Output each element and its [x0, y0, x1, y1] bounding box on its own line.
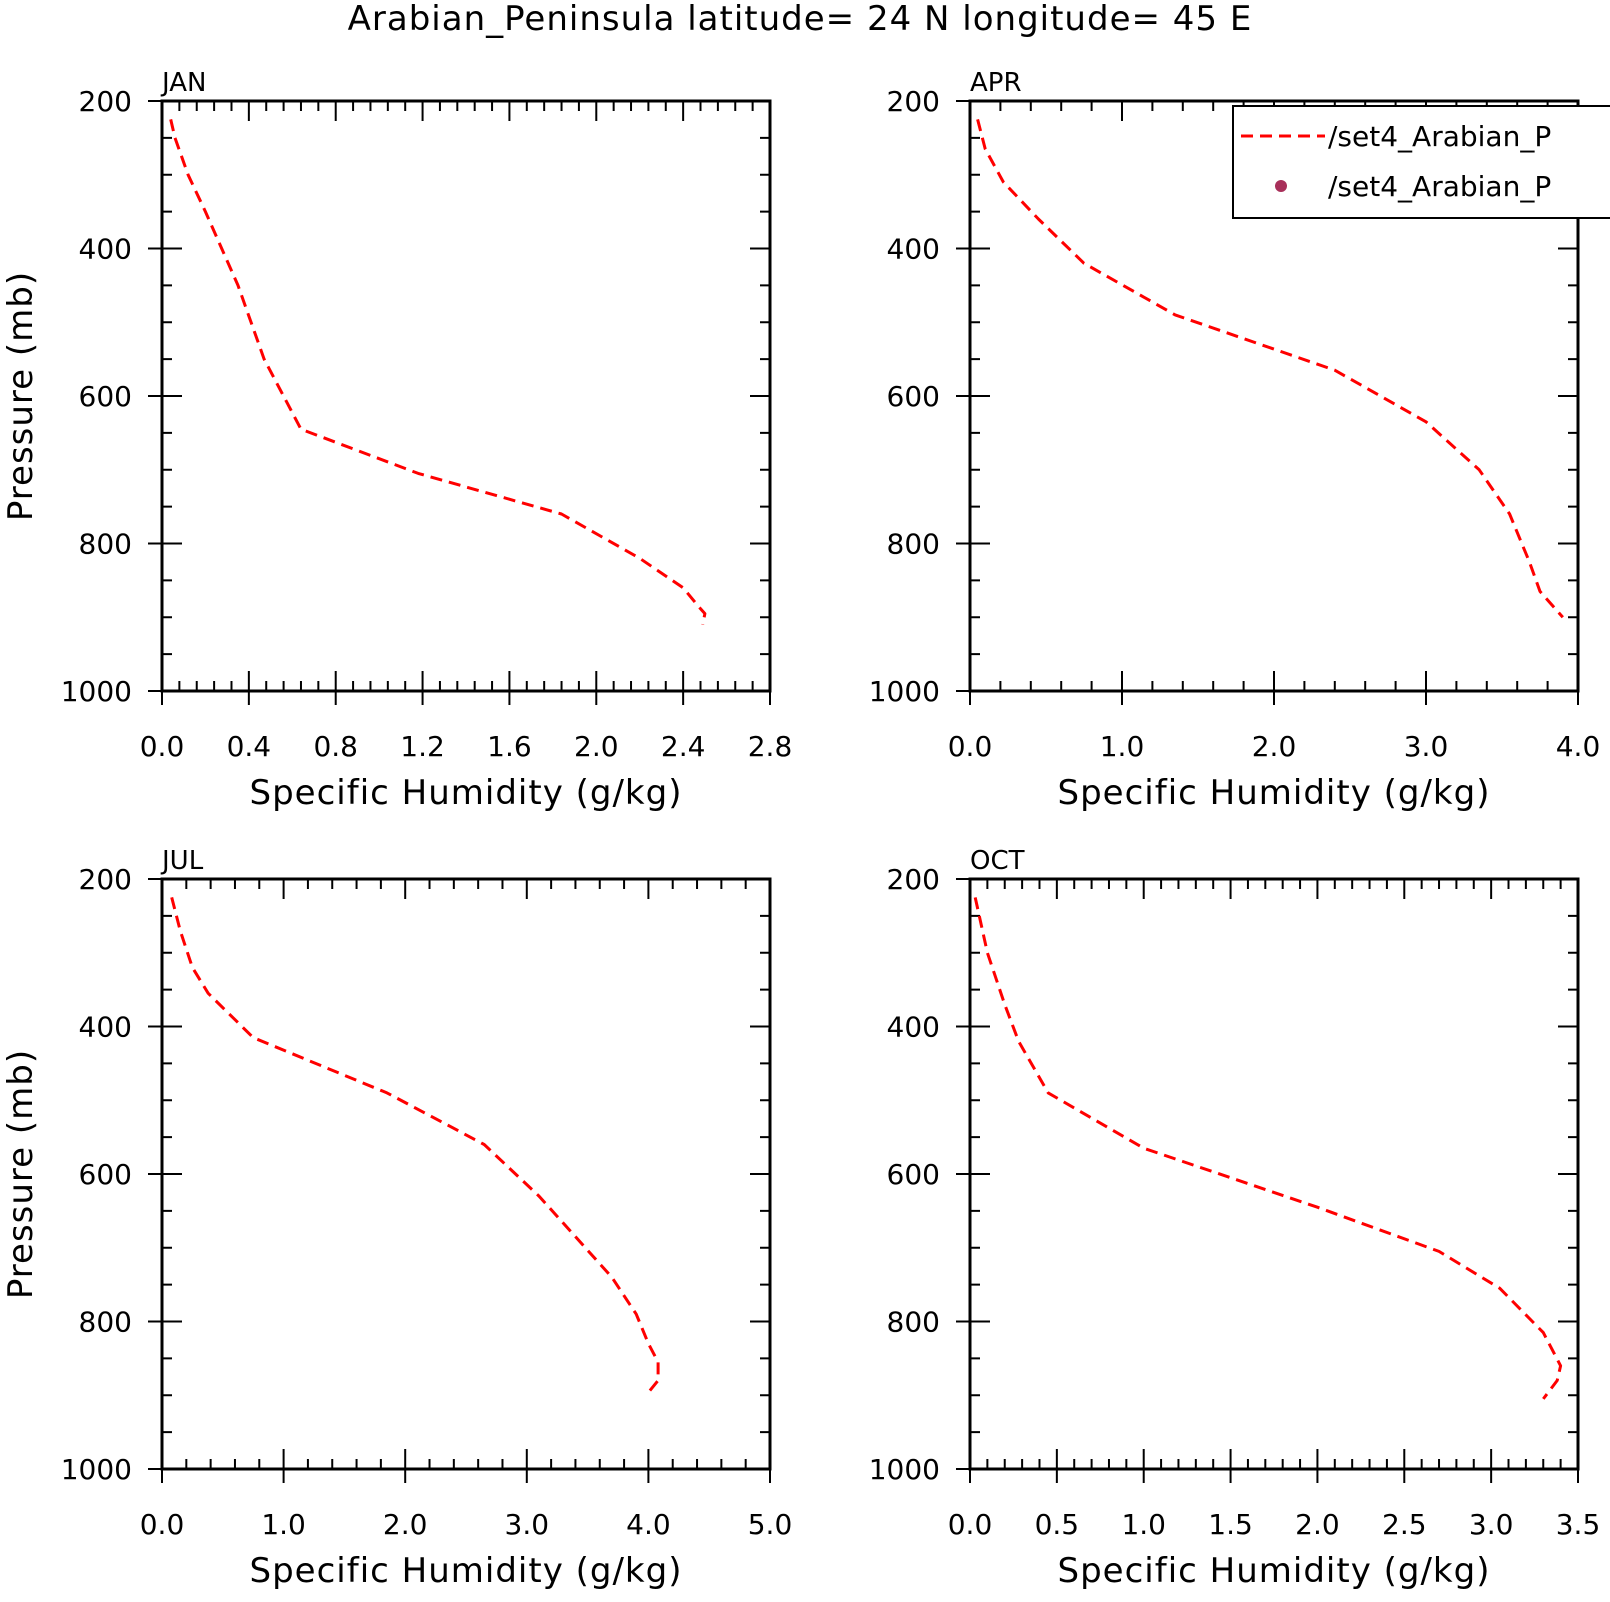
x-tick-label: 0.4 [227, 730, 272, 763]
panel-label: OCT [970, 846, 1025, 876]
y-tick-label: 400 [79, 1011, 132, 1044]
legend-box [1232, 105, 1610, 219]
plot-frame [160, 99, 772, 693]
y-tick-label: 1000 [61, 1453, 132, 1486]
series-line [169, 119, 707, 625]
legend-label: /set4_Arabian_P [1328, 120, 1551, 153]
x-axis-label: Specific Humidity (g/kg) [250, 1551, 683, 1591]
x-tick-label: 1.0 [261, 1508, 306, 1541]
x-tick-label: 4.0 [626, 1508, 671, 1541]
x-tick-label: 0.8 [313, 730, 358, 763]
y-tick-label: 800 [79, 528, 132, 561]
panel-label: APR [970, 68, 1022, 98]
x-tick-label: 3.0 [1469, 1508, 1514, 1541]
y-tick-label: 200 [887, 863, 940, 896]
y-tick-label: 600 [79, 380, 132, 413]
y-tick-label: 1000 [869, 1453, 940, 1486]
x-tick-label: 1.6 [487, 730, 532, 763]
x-tick-label: 5.0 [748, 1508, 793, 1541]
x-tick-label: 1.0 [1121, 1508, 1166, 1541]
legend: /set4_Arabian_P/set4_Arabian_P [1232, 105, 1610, 219]
series-line [973, 897, 1563, 1400]
y-tick-label: 800 [887, 1306, 940, 1339]
series-line [976, 119, 1564, 619]
y-tick-label: 600 [887, 1158, 940, 1191]
plot-frame [160, 877, 772, 1471]
x-tick-label: 2.0 [574, 730, 619, 763]
y-tick-label: 800 [79, 1306, 132, 1339]
y-axis-label: Pressure (mb) [1, 271, 41, 521]
y-tick-label: 200 [887, 85, 940, 118]
x-tick-label: 2.5 [1382, 1508, 1427, 1541]
x-tick-label: 1.0 [1100, 730, 1145, 763]
figure-title: Arabian_Peninsula latitude= 24 N longitu… [348, 0, 1253, 39]
y-tick-label: 1000 [61, 675, 132, 708]
x-tick-label: 2.8 [748, 730, 793, 763]
y-tick-label: 200 [79, 85, 132, 118]
panel-label: JAN [160, 68, 206, 98]
x-tick-label: 2.0 [1252, 730, 1297, 763]
x-tick-label: 0.0 [948, 730, 993, 763]
panel-label: JUL [160, 846, 204, 876]
y-tick-label: 400 [887, 1011, 940, 1044]
plot-frame [968, 877, 1580, 1471]
y-tick-label: 600 [79, 1158, 132, 1191]
y-tick-label: 400 [887, 233, 940, 266]
x-tick-label: 1.2 [400, 730, 445, 763]
x-tick-label: 0.0 [140, 1508, 185, 1541]
y-tick-label: 600 [887, 380, 940, 413]
x-axis-label: Specific Humidity (g/kg) [250, 773, 683, 813]
x-axis-label: Specific Humidity (g/kg) [1058, 773, 1491, 813]
x-tick-label: 2.0 [1295, 1508, 1340, 1541]
x-tick-label: 0.0 [948, 1508, 993, 1541]
legend-dot-marker [1275, 180, 1287, 192]
x-tick-label: 2.0 [383, 1508, 428, 1541]
y-tick-label: 800 [887, 528, 940, 561]
legend-label: /set4_Arabian_P [1328, 170, 1551, 203]
y-tick-label: 1000 [869, 675, 940, 708]
x-tick-label: 3.5 [1556, 1508, 1601, 1541]
x-tick-label: 0.0 [140, 730, 185, 763]
series-line [170, 897, 660, 1397]
x-tick-label: 1.5 [1208, 1508, 1253, 1541]
x-tick-label: 3.0 [505, 1508, 550, 1541]
x-tick-label: 3.0 [1404, 730, 1449, 763]
x-tick-label: 0.5 [1035, 1508, 1080, 1541]
y-axis-label: Pressure (mb) [1, 1049, 41, 1299]
x-axis-label: Specific Humidity (g/kg) [1058, 1551, 1491, 1591]
x-tick-label: 4.0 [1556, 730, 1601, 763]
y-tick-label: 200 [79, 863, 132, 896]
y-tick-label: 400 [79, 233, 132, 266]
x-tick-label: 2.4 [661, 730, 706, 763]
